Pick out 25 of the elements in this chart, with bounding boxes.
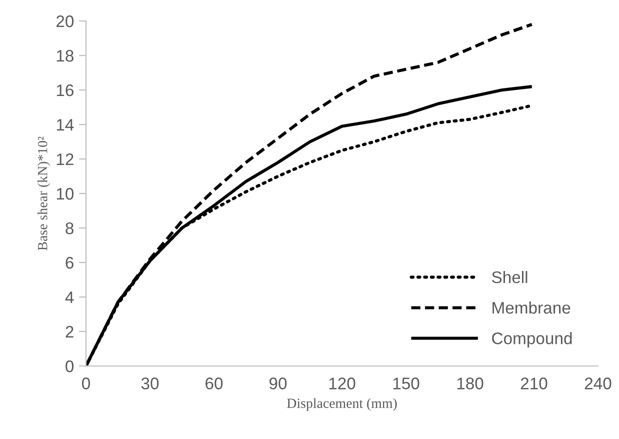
x-tick-label: 210 bbox=[520, 378, 548, 390]
x-tick-label: 240 bbox=[584, 378, 612, 390]
y-tick-label: 4 bbox=[65, 292, 74, 304]
y-tick-label: 8 bbox=[66, 222, 74, 234]
legend-label: Compound bbox=[492, 332, 572, 348]
x-tick-label: 30 bbox=[141, 378, 159, 390]
y-tick-label: 14 bbox=[56, 119, 74, 131]
legend-label: Membrane bbox=[492, 301, 570, 314]
x-tick-label: 180 bbox=[457, 378, 484, 390]
y-tick-label: 10 bbox=[56, 188, 74, 200]
y-tick-label: 12 bbox=[56, 153, 74, 166]
y-axis-title: Base shear (kN)*10² bbox=[38, 136, 50, 250]
x-tick-label: 90 bbox=[270, 378, 287, 390]
legend-label: Shell bbox=[492, 270, 528, 284]
x-tick-label: 60 bbox=[206, 378, 223, 390]
x-tick-label: 120 bbox=[329, 378, 356, 390]
x-tick-label: 0 bbox=[82, 378, 90, 390]
y-tick-label: 0 bbox=[66, 360, 74, 372]
y-tick-label: 2 bbox=[66, 326, 74, 338]
y-tick-label: 20 bbox=[56, 15, 74, 28]
x-axis-title: Displacement (mm) bbox=[287, 398, 397, 411]
y-tick-label: 6 bbox=[66, 256, 74, 269]
y-tick-label: 16 bbox=[56, 84, 74, 96]
y-tick-label: 18 bbox=[56, 50, 74, 62]
x-tick-label: 150 bbox=[393, 378, 420, 390]
